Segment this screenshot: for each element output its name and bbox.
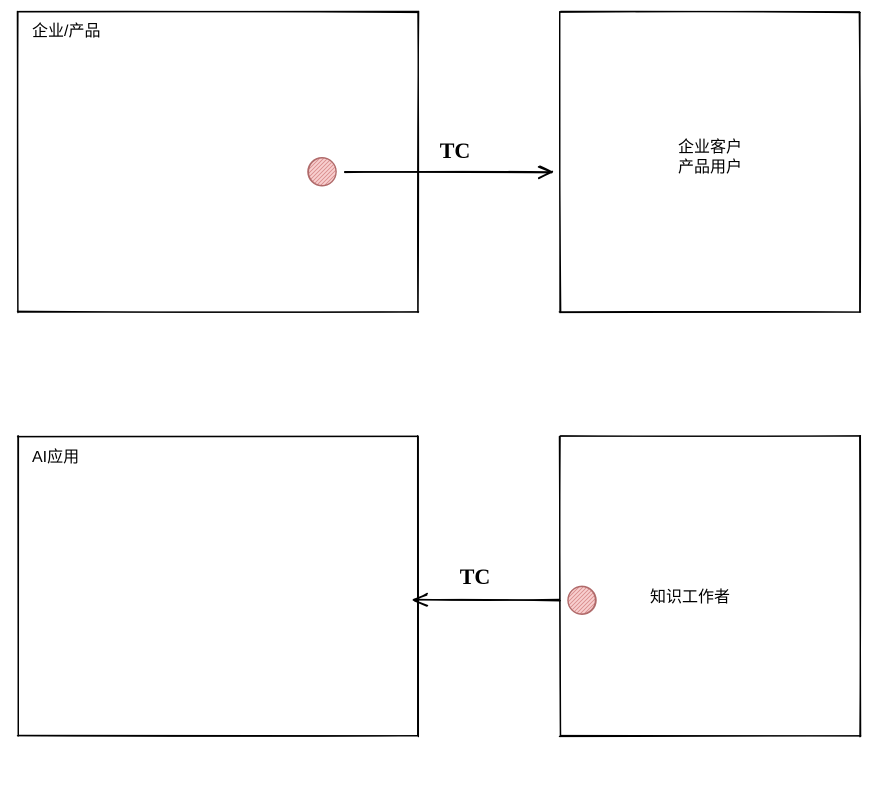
label-tc-top: TC: [440, 138, 471, 163]
box-enterprise-product: [17, 11, 418, 312]
label-enterprise-product: 企业/产品: [32, 22, 100, 40]
label-knowledge-worker: 知识工作者: [650, 588, 730, 606]
label-enterprise-customer: 企业客户产品用户: [678, 138, 742, 176]
label-tc-bottom: TC: [460, 564, 491, 589]
box-ai-application: [17, 436, 418, 737]
box-knowledge-worker: [559, 436, 860, 737]
arrow-bottom: [413, 594, 560, 606]
label-ai-application: AI应用: [32, 447, 79, 466]
arrow-top: [345, 166, 553, 178]
